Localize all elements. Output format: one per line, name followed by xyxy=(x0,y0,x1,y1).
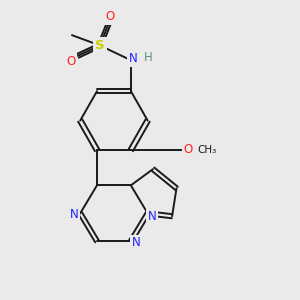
Text: O: O xyxy=(106,11,115,23)
Text: H: H xyxy=(144,51,153,64)
Text: O: O xyxy=(183,143,192,157)
Text: O: O xyxy=(67,55,76,68)
Text: N: N xyxy=(131,236,140,249)
Text: CH₃: CH₃ xyxy=(198,145,217,155)
Text: O: O xyxy=(67,55,76,68)
Text: N: N xyxy=(148,210,156,223)
Text: S: S xyxy=(95,39,105,52)
Text: N: N xyxy=(129,52,138,65)
Text: O: O xyxy=(106,11,115,23)
Text: S: S xyxy=(95,39,105,52)
Text: N: N xyxy=(129,52,138,65)
Text: N: N xyxy=(70,208,79,221)
Text: CH₃: CH₃ xyxy=(198,145,217,155)
Text: O: O xyxy=(183,143,192,157)
Text: N: N xyxy=(148,210,156,223)
Text: N: N xyxy=(131,236,140,249)
Text: H: H xyxy=(144,51,153,64)
Text: N: N xyxy=(70,208,79,221)
